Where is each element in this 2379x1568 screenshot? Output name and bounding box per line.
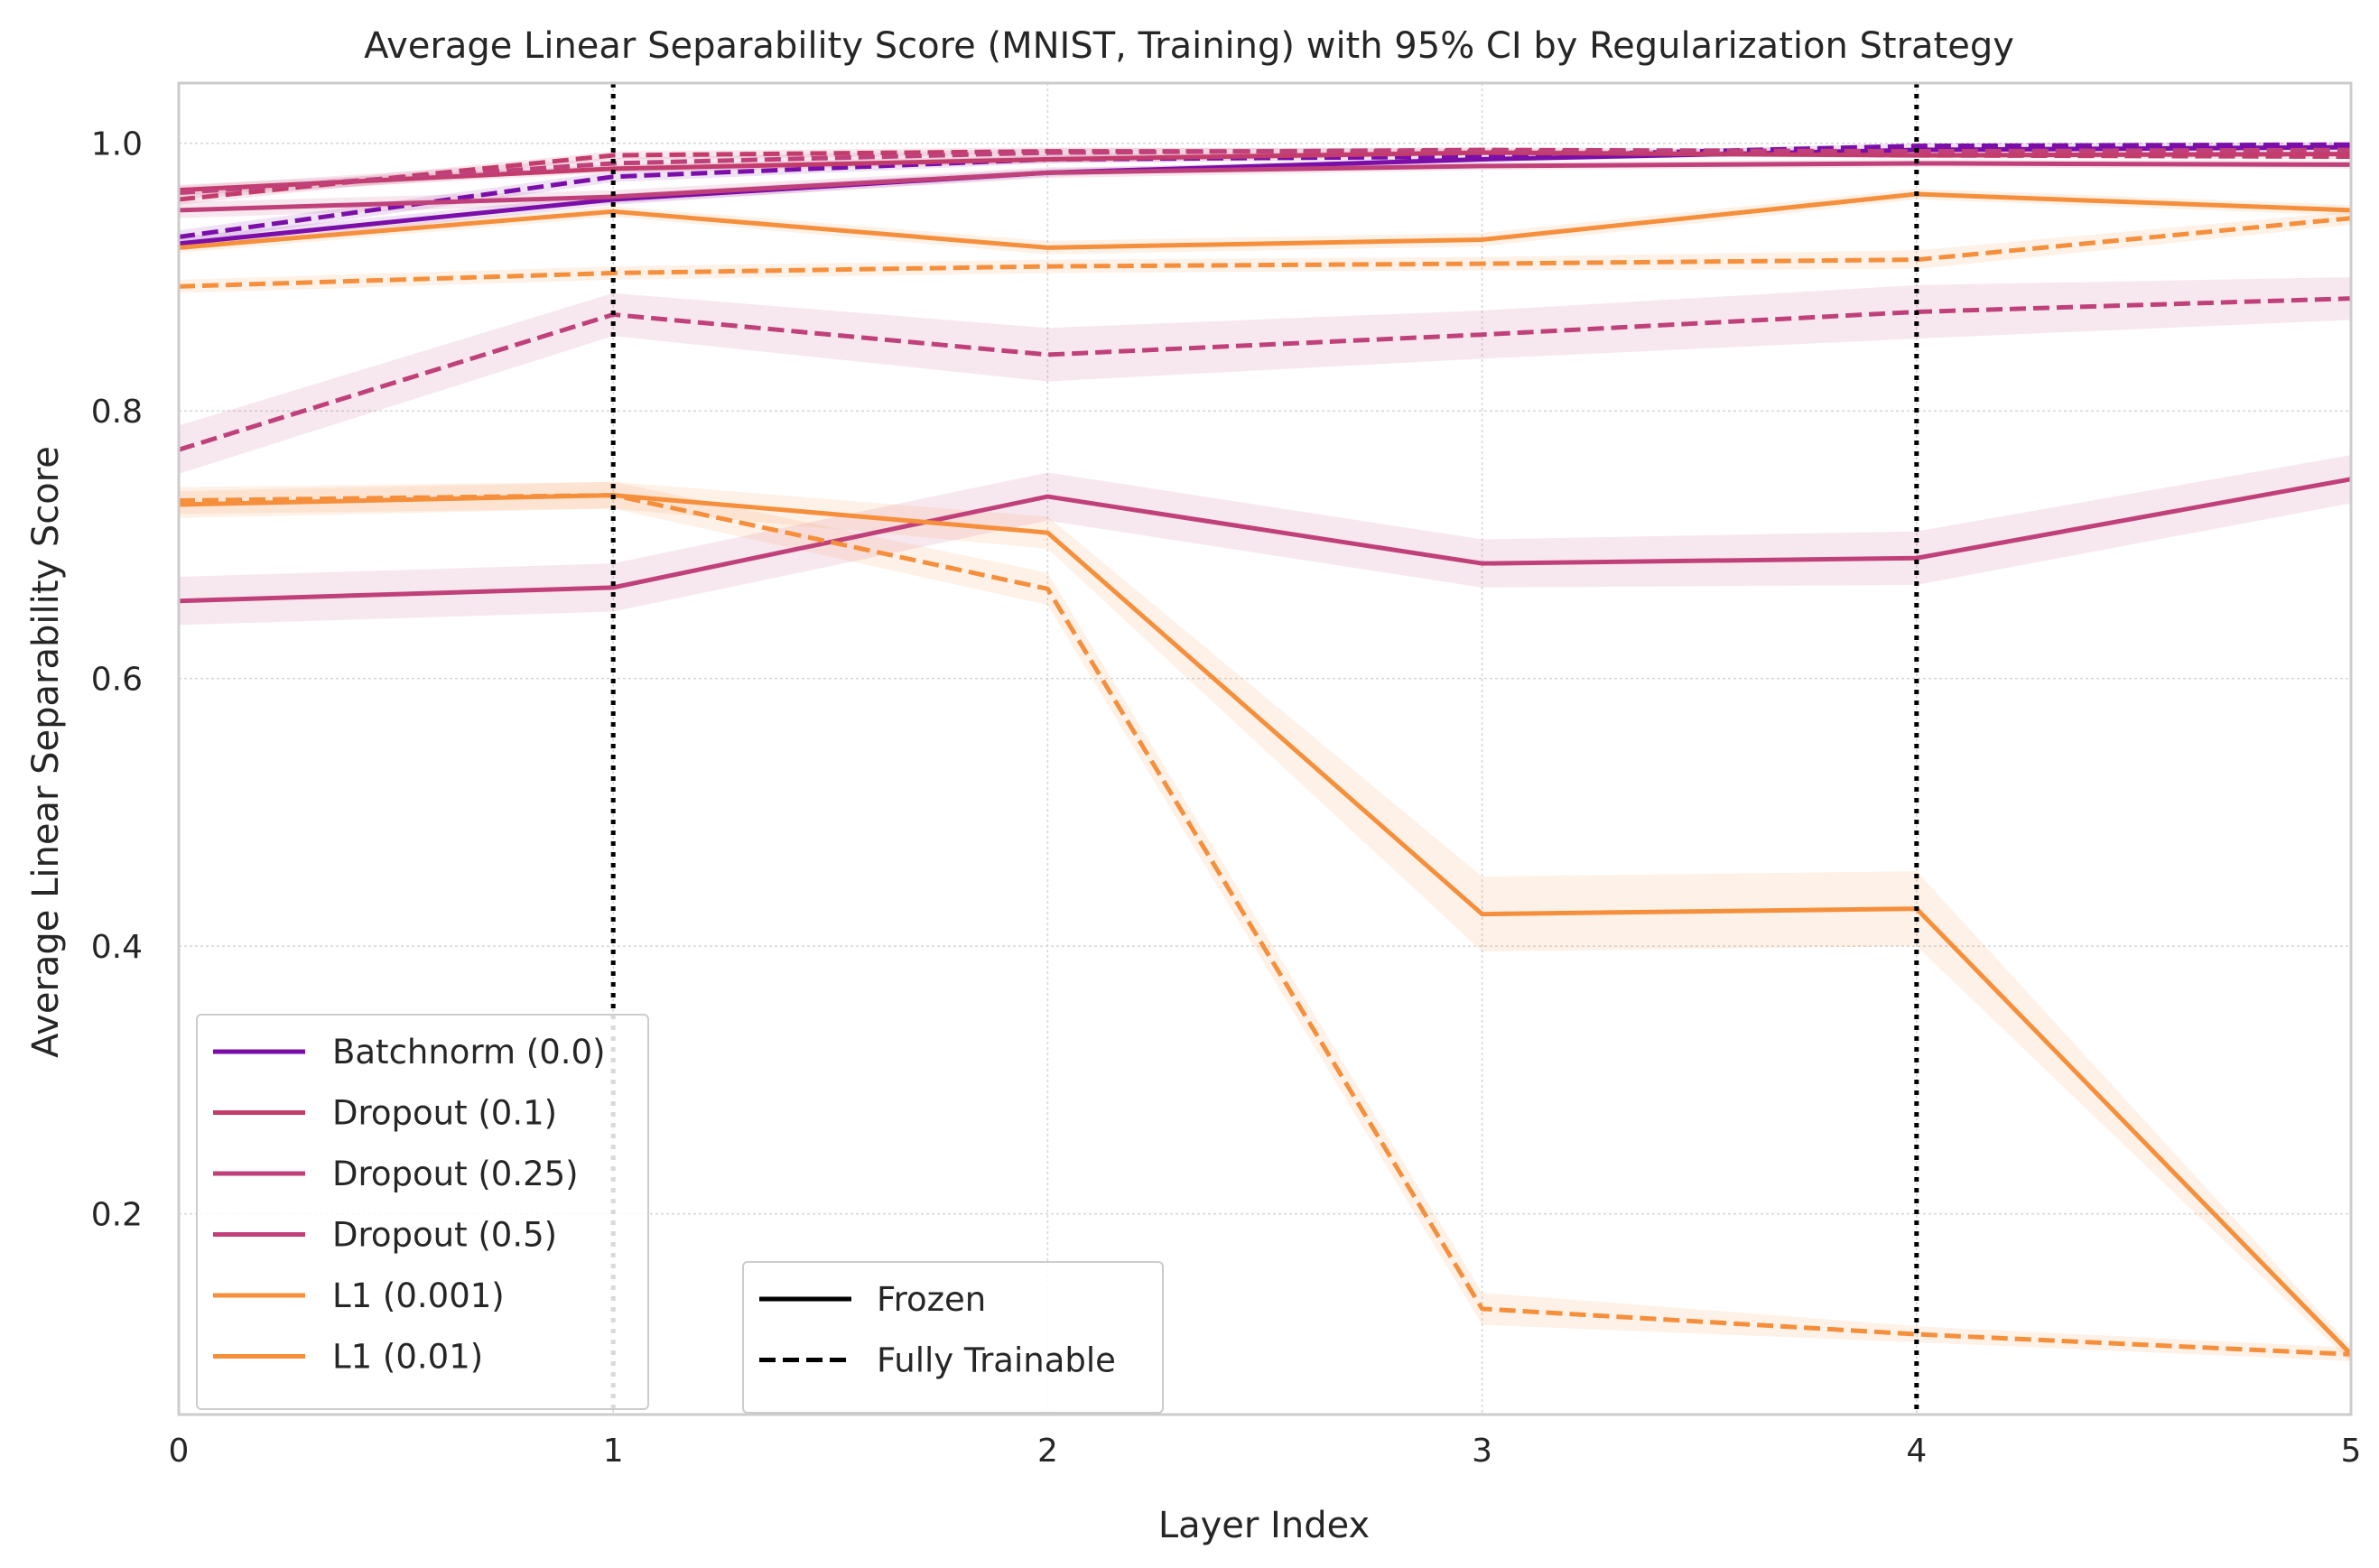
legend-style-label: Fully Trainable [877,1341,1116,1380]
y-tick-label: 0.4 [91,929,143,966]
series-line-11 [178,493,2352,1357]
legend-series-box [196,1014,649,1410]
x-tick-label: 2 [1037,1433,1058,1470]
series-line-9 [178,216,2352,289]
legend-label: L1 (0.01) [332,1338,483,1377]
legend-style-label: Frozen [877,1280,986,1319]
y-tick-label: 0.2 [91,1197,143,1234]
ci-band-6 [179,455,2351,626]
plot-frame [177,81,2353,1416]
x-tick-label: 4 [1906,1433,1927,1470]
x-axis-label: Layer Index [1158,1505,1370,1546]
series-line-5 [178,147,2352,196]
series-line-8 [178,191,2352,250]
y-tick-label: 1.0 [91,126,143,163]
legend-label: Dropout (0.5) [332,1216,557,1255]
y-tick-label: 0.8 [91,394,143,431]
y-tick-label: 0.6 [91,662,143,699]
y-axis-label: Average Linear Separability Score [25,446,67,1058]
legend-label: L1 (0.001) [332,1276,505,1315]
legend-label: Dropout (0.1) [332,1094,557,1133]
legend-label: Batchnorm (0.0) [332,1033,606,1072]
x-tick-label: 3 [1472,1433,1492,1470]
x-tick-label: 5 [2341,1433,2362,1470]
series-line-4 [178,161,2352,213]
legend-line-style: Frozen Fully Trainable [742,1261,1164,1414]
legend-series: Batchnorm (0.0) Dropout (0.1) Dropout (0.2… [196,1014,649,1410]
ci-band-10 [179,481,2351,1363]
tick-labels: 0 1 2 3 4 5 0.2 0.4 0.6 0.8 1.0 [91,126,2362,1470]
chart-title: Average Linear Separability Score (MNIST… [364,25,2014,67]
series-lines [178,142,2353,1357]
x-tick-label: 0 [169,1433,190,1470]
series-line-7 [178,296,2352,452]
legend-label: Dropout (0.25) [332,1155,579,1193]
x-tick-label: 1 [603,1433,624,1470]
series-line-6 [178,477,2352,604]
